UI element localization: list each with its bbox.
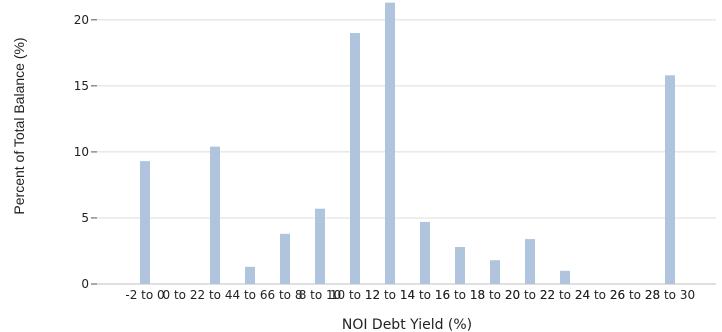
x-tick-label: 2 to 4 bbox=[198, 288, 233, 302]
x-tick-label: 0 to 2 bbox=[163, 288, 198, 302]
y-axis-title: Percent of Total Balance (%) bbox=[11, 37, 27, 214]
bar bbox=[420, 221, 430, 284]
bar bbox=[140, 161, 150, 284]
gridlines bbox=[97, 19, 716, 285]
bar bbox=[210, 146, 220, 284]
bar bbox=[350, 33, 360, 284]
bar bbox=[455, 247, 465, 284]
x-axis-title: NOI Debt Yield (%) bbox=[342, 317, 472, 332]
x-tick-label: 26 to 28 bbox=[610, 288, 660, 302]
x-tick-label: 14 to 16 bbox=[400, 288, 450, 302]
bar bbox=[245, 266, 255, 284]
y-tick-label: 15 bbox=[74, 79, 89, 93]
x-tick-label: 10 to 12 bbox=[330, 288, 380, 302]
x-tick-label: 20 to 22 bbox=[505, 288, 555, 302]
bar bbox=[315, 208, 325, 284]
x-tick-label: 16 to 18 bbox=[435, 288, 485, 302]
x-tick-label: 4 to 6 bbox=[233, 288, 268, 302]
bar bbox=[280, 233, 290, 284]
x-tick-label: 8 to 10 bbox=[299, 288, 342, 302]
bars bbox=[140, 2, 675, 285]
x-tick-label: 6 to 8 bbox=[268, 288, 303, 302]
bar bbox=[560, 270, 570, 284]
x-tick-label: -2 to 0 bbox=[125, 288, 164, 302]
y-tick-label: 0 bbox=[81, 277, 89, 291]
y-axis-ticks: 0 5 10 15 20 bbox=[74, 13, 97, 291]
x-tick-label: 28 to 30 bbox=[645, 288, 695, 302]
y-tick-label: 20 bbox=[74, 13, 89, 27]
y-tick-label: 10 bbox=[74, 145, 89, 159]
x-tick-label: 18 to 20 bbox=[470, 288, 520, 302]
x-tick-label: 22 to 24 bbox=[540, 288, 590, 302]
bar bbox=[665, 75, 675, 284]
bar bbox=[385, 2, 395, 285]
y-tick-label: 5 bbox=[81, 211, 89, 225]
x-tick-label: 24 to 26 bbox=[575, 288, 625, 302]
x-tick-label: 12 to 14 bbox=[365, 288, 415, 302]
bar bbox=[525, 239, 535, 284]
bar bbox=[490, 260, 500, 284]
